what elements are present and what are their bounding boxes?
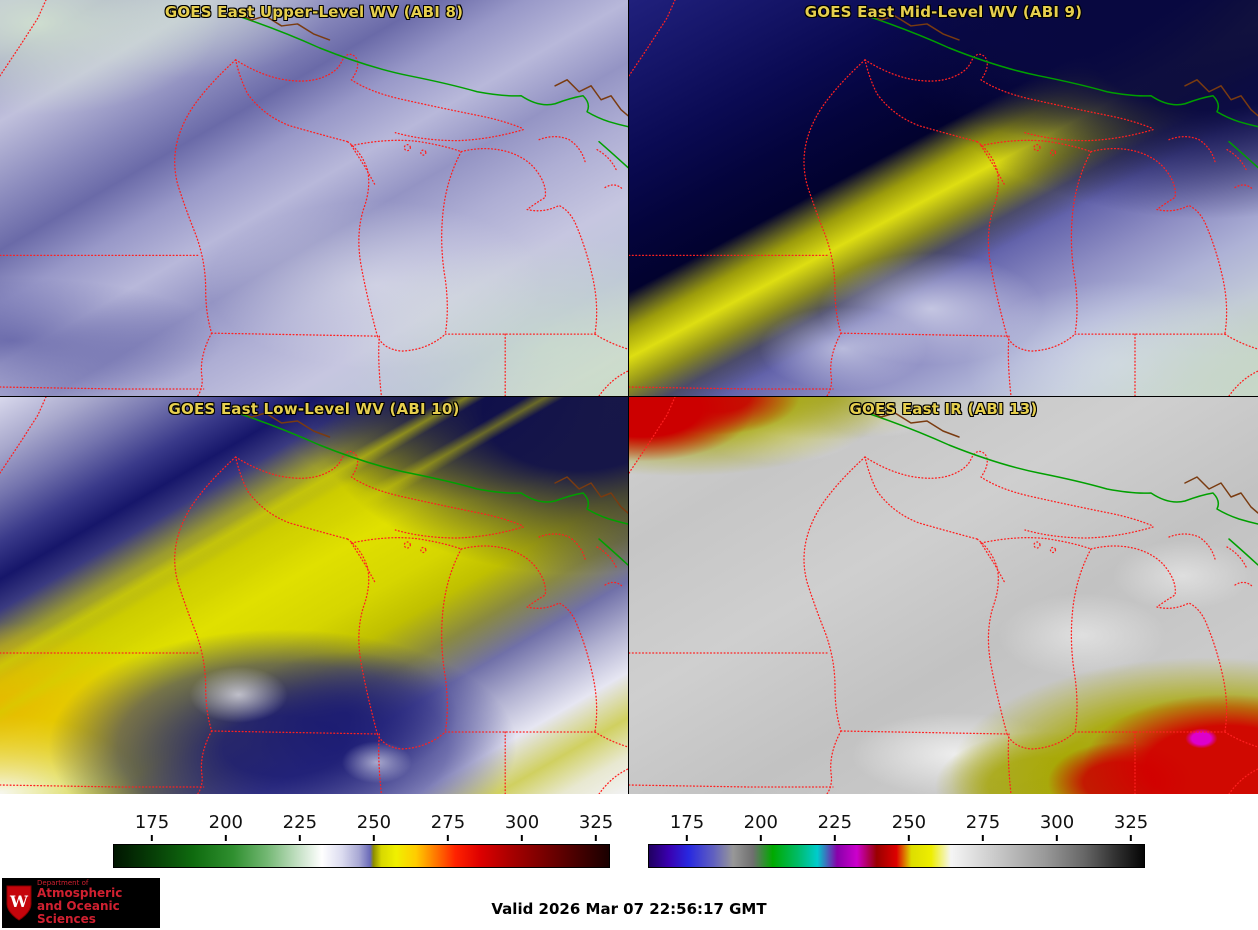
ir-colorbar-gradient [648,844,1145,868]
satellite-image-low-wv [0,397,628,794]
panel-upper-level-wv: GOES East Upper-Level WV (ABI 8) [0,0,629,397]
logo-name-line-2: and Oceanic Sciences [37,899,120,927]
panel-title-upper-wv: GOES East Upper-Level WV (ABI 8) [164,3,464,21]
colorbar-tick-label: 250 [891,812,927,833]
crest-letter: W [9,892,29,911]
colorbar-tick-label: 225 [817,812,853,833]
colorbar-tick-label: 200 [743,812,778,833]
satellite-image-ir [629,397,1258,794]
colorbar-tick-label: 250 [356,812,392,833]
panel-title-mid-wv: GOES East Mid-Level WV (ABI 9) [804,3,1083,21]
panel-low-level-wv: GOES East Low-Level WV (ABI 10) [0,397,629,794]
wv-colorbar: 175 200 225 250 275 300 325 [113,812,614,872]
colorbar-tick-label: 325 [578,812,614,833]
colorbar-tick-label: 200 [208,812,243,833]
panel-mid-level-wv: GOES East Mid-Level WV (ABI 9) [629,0,1258,397]
colorbar-tick-label: 175 [134,812,170,833]
panel-title-ir: GOES East IR (ABI 13) [849,400,1038,418]
logo-name-line-1: Atmospheric [37,886,123,901]
panel-title-low-wv: GOES East Low-Level WV (ABI 10) [168,400,460,418]
colorbar-tick-label: 225 [282,812,318,833]
logo-text: Department of Atmospheric and Oceanic Sc… [37,878,156,927]
colorbar-row: 175 200 225 250 275 300 325 175 200 225 … [0,794,1258,878]
uw-crest-icon: W [6,885,32,921]
valid-time-label: Valid 2026 Mar 07 22:56:17 GMT [491,900,767,918]
colorbar-tick-label: 275 [430,812,466,833]
colorbar-tick-label: 300 [504,812,540,833]
state-borders-overlay [0,397,628,794]
state-borders-overlay [0,0,628,396]
footer: W Department of Atmospheric and Oceanic … [0,876,1258,930]
panel-grid: GOES East Upper-Level WV (ABI 8) GOES Ea… [0,0,1258,794]
wv-colorbar-gradient [113,844,610,868]
satellite-image-upper-wv [0,0,628,396]
colorbar-tick-label: 325 [1113,812,1149,833]
logo-dept-line: Department of [37,878,89,887]
uw-aos-logo: W Department of Atmospheric and Oceanic … [2,878,160,928]
colorbar-tick-label: 175 [669,812,705,833]
state-borders-overlay [629,397,1258,794]
colorbar-tick-label: 300 [1039,812,1075,833]
ir-colorbar: 175 200 225 250 275 300 325 [648,812,1149,872]
colorbar-tick-label: 275 [965,812,1001,833]
panel-ir: GOES East IR (ABI 13) [629,397,1258,794]
state-borders-overlay [629,0,1258,396]
satellite-image-mid-wv [629,0,1258,396]
